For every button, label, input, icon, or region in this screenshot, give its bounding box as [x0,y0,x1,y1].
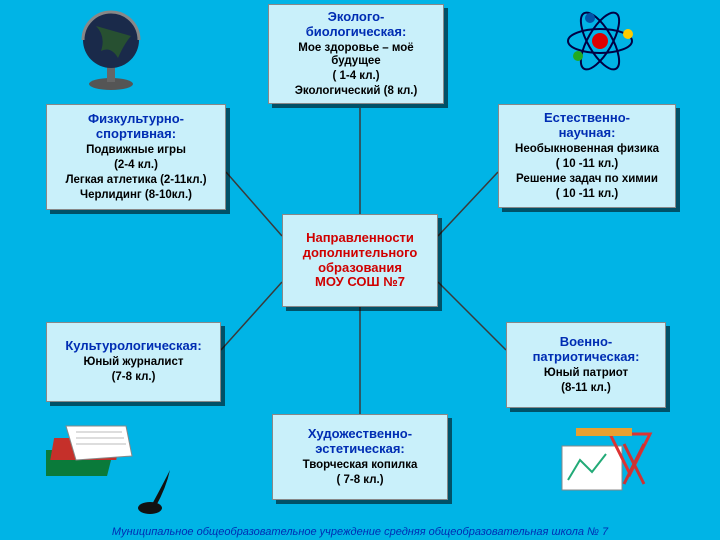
node-item: (8-11 кл.) [561,382,611,395]
node-mil_patriot: Военно-патриотическая: Юный патриот (8-11 … [506,322,666,408]
node-item: ( 10 -11 кл.) [556,158,618,171]
node-title: Естественно-научная: [544,111,630,141]
diagram-stage: Направленности дополнительного образован… [0,0,720,540]
inkpen-icon [136,466,180,521]
node-title: Военно-патриотическая: [533,335,640,365]
node-nat_sci: Естественно-научная: Необыкновенная физик… [498,104,676,208]
node-art_aesth: Художественно-эстетическая: Творческая ко… [272,414,448,500]
node-item: (2-4 кл.) [114,159,158,172]
node-item: Мое здоровье – моё будущее [273,42,439,68]
node-title: Художественно-эстетическая: [308,427,412,457]
node-item: ( 7-8 кл.) [336,474,383,487]
node-item: Легкая атлетика (2-11кл.) [65,174,206,187]
node-item: ( 10 -11 кл.) [556,188,618,201]
center-node: Направленности дополнительного образован… [282,214,438,307]
node-item: Решение задач по химии [516,173,658,186]
node-item: ( 1-4 кл.) [332,70,379,83]
node-item: Юный патриот [544,367,628,380]
node-item: (7-8 кл.) [112,371,156,384]
node-eco_bio: Эколого-биологическая:Мое здоровье – моё… [268,4,444,104]
node-item: Экологический (8 кл.) [295,85,418,98]
atom-icon [560,6,640,81]
node-sport: Физкультурно-спортивная: Подвижные игры (2… [46,104,226,210]
node-title: Эколого-биологическая: [306,10,407,40]
node-item: Необыкновенная физика [515,143,659,156]
geometry-icon [556,420,656,505]
node-culture: Культурологическая: Юный журналист (7-8 кл… [46,322,221,402]
node-title: Физкультурно-спортивная: [88,112,184,142]
node-item: Юный журналист [83,356,183,369]
node-item: Черлидинг (8-10кл.) [80,189,192,202]
center-title: Направленности дополнительного образован… [303,231,418,291]
node-item: Творческая копилка [303,459,418,472]
node-title: Культурологическая: [65,339,201,354]
footer-text: Муниципальное общеобразовательное учрежд… [0,526,720,538]
node-item: Подвижные игры [86,144,186,157]
books-icon [46,416,136,491]
globe-icon [76,6,146,99]
